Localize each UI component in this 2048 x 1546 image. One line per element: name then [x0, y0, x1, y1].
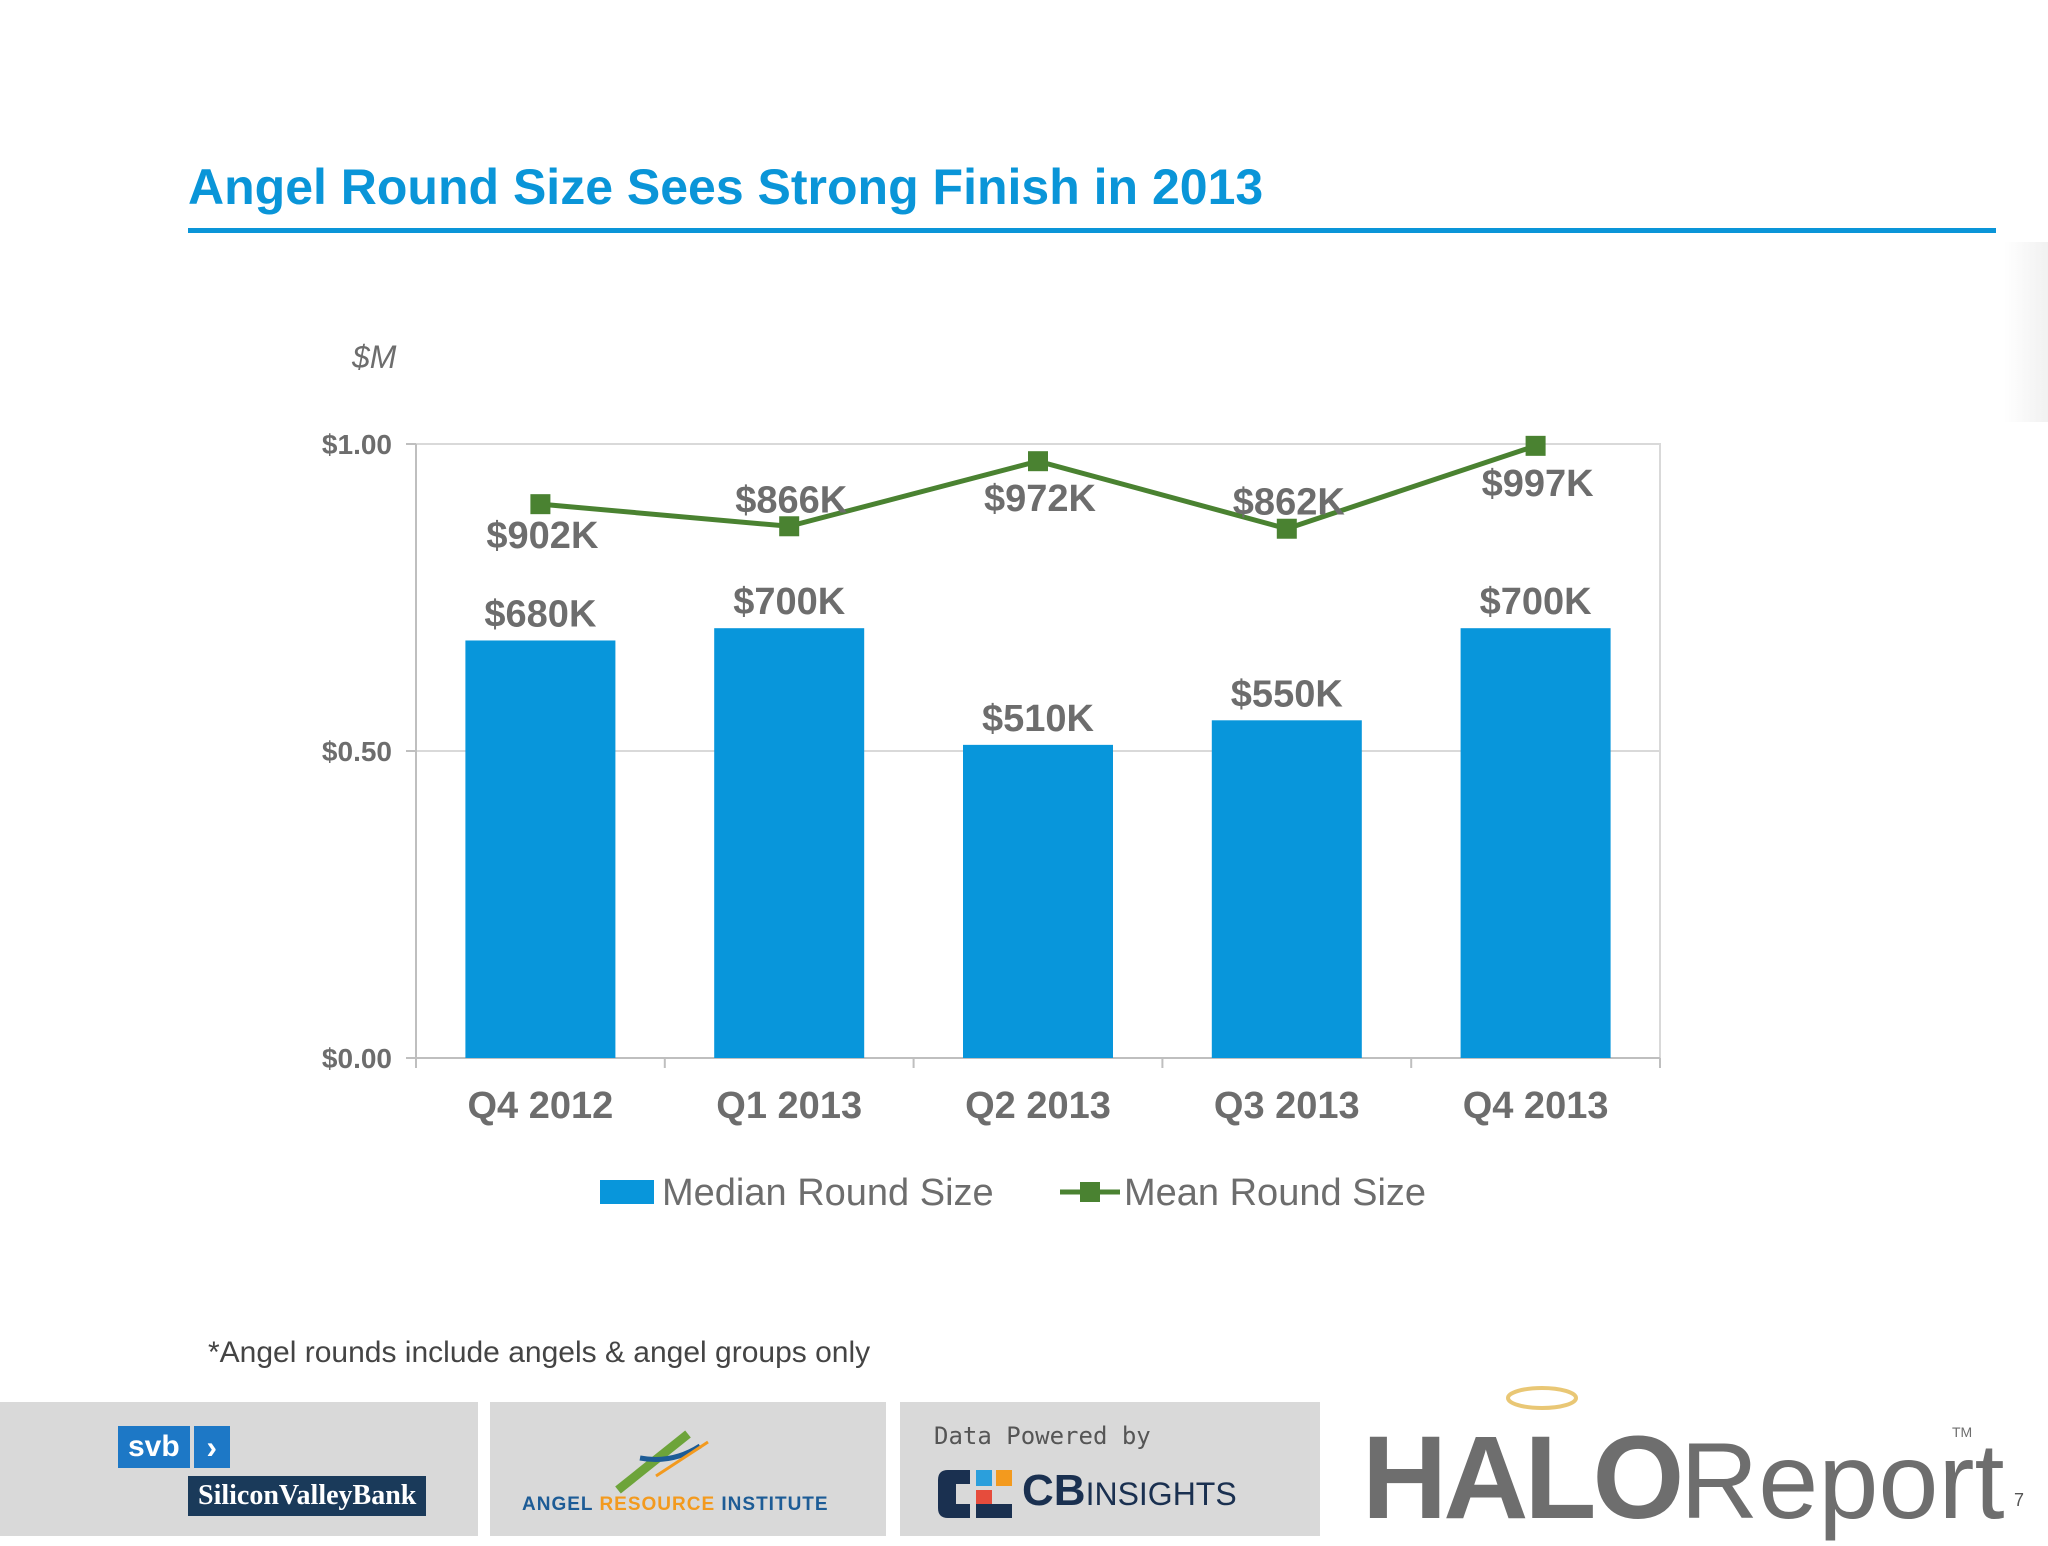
bar-median-q2-2013 [963, 744, 1113, 1058]
title-rule [188, 228, 1996, 233]
y-tick-label: $0.50 [322, 736, 392, 767]
svb-name: SiliconValleyBank [188, 1476, 427, 1516]
edge-shade [2004, 242, 2048, 422]
cbinsights-mark-icon [938, 1470, 1012, 1518]
halo-ring-icon [1506, 1386, 1578, 1410]
ari-panel [490, 1402, 886, 1536]
legend-swatch-median [600, 1180, 654, 1204]
ari-runway-icon [615, 1430, 709, 1494]
mean-value-label: $902K [486, 515, 599, 557]
legend-label-median: Median Round Size [662, 1172, 994, 1214]
mean-value-label: $972K [984, 478, 1097, 520]
y-tick-label: $0.00 [322, 1043, 392, 1074]
cb-powered-by: Data Powered by [934, 1422, 1151, 1450]
legend-label-mean: Mean Round Size [1124, 1172, 1426, 1214]
category-label: Q3 2013 [1214, 1085, 1360, 1127]
logo-bar: svb › SiliconValleyBank ANGEL RESOURCE I… [0, 1386, 2048, 1544]
legend-swatch-mean-marker [1080, 1182, 1100, 1202]
page-number: 7 [2014, 1490, 2025, 1510]
ari-part2: RESOURCE [599, 1494, 716, 1515]
cbinsights-name: CBINSIGHTS [1022, 1466, 1237, 1516]
mean-value-label: $862K [1233, 482, 1346, 524]
footnote: *Angel rounds include angels & angel gro… [208, 1336, 871, 1369]
category-label: Q2 2013 [965, 1085, 1111, 1127]
cb-bold: CB [1022, 1466, 1086, 1515]
bar-median-q3-2013 [1211, 720, 1362, 1058]
mean-marker [1276, 518, 1297, 539]
category-label: Q4 2013 [1463, 1085, 1609, 1127]
cb-light: INSIGHTS [1085, 1476, 1237, 1512]
bar-median-q1-2013 [714, 628, 865, 1058]
svb-short: svb [118, 1426, 190, 1468]
bar-median-q4-2013 [1460, 628, 1611, 1058]
bar-value-label: $700K [733, 581, 846, 623]
bar-value-label: $550K [1231, 673, 1344, 715]
y-tick-label: $1.00 [322, 429, 392, 460]
bar-value-label: $510K [982, 698, 1095, 740]
category-label: Q1 2013 [716, 1085, 862, 1127]
ari-part3: INSTITUTE [715, 1494, 829, 1515]
mean-value-label: $866K [735, 479, 848, 521]
bar-value-label: $700K [1480, 581, 1593, 623]
halo-tm: TM [1952, 1424, 1973, 1440]
mean-marker [1028, 451, 1048, 472]
mean-marker [530, 494, 551, 515]
bar-median-q4-2012 [465, 640, 616, 1058]
chevron-right-icon: › [193, 1426, 230, 1468]
bar-value-label: $680K [484, 593, 597, 635]
ari-logo-text: ANGEL RESOURCE INSTITUTE [522, 1494, 829, 1516]
halo-light: Report [1680, 1420, 2005, 1541]
ari-part1: ANGEL [522, 1494, 600, 1515]
mean-value-label: $997K [1482, 463, 1595, 505]
svb-logo: svb › [118, 1426, 230, 1468]
slide-title: Angel Round Size Sees Strong Finish in 2… [188, 159, 1264, 215]
category-label: Q4 2012 [468, 1085, 614, 1127]
halo-report-logo: HALOReport [1362, 1410, 2004, 1546]
mean-marker [1525, 435, 1546, 456]
round-size-chart: $0.00 $0.50 $1.00 $M $680K Q4 2012 $700K Q1 201… [322, 339, 1661, 1214]
halo-bold: HALO [1362, 1412, 1684, 1544]
unit-label: $M [351, 339, 397, 375]
mean-marker [779, 516, 800, 537]
